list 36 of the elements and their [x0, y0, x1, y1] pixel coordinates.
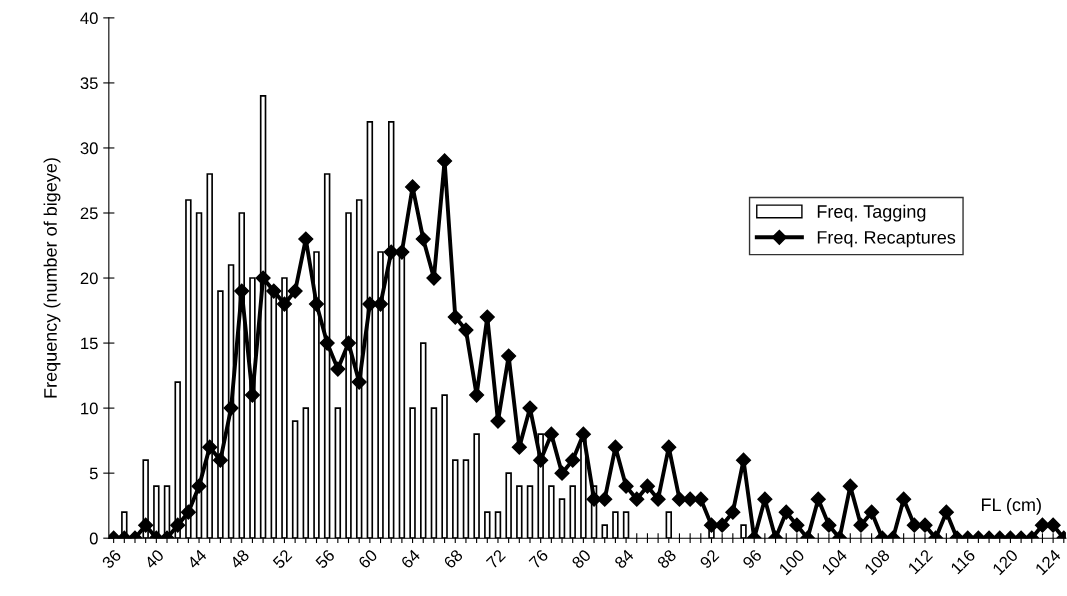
- x-tick-label: 80: [571, 548, 592, 570]
- x-tick-label: 48: [229, 548, 250, 570]
- y-tick-label: 35: [80, 77, 98, 90]
- x-tick-label: 60: [357, 548, 379, 570]
- x-tick-label: 108: [863, 548, 891, 576]
- x-tick-label: 112: [907, 548, 933, 575]
- x-tick-label: 76: [528, 548, 549, 570]
- x-tick-label: 52: [272, 548, 293, 570]
- x-tick-label: 40: [143, 548, 165, 570]
- y-tick-label: 0: [89, 532, 98, 545]
- x-tick-label: 44: [186, 548, 208, 570]
- x-tick-label: 92: [699, 548, 720, 570]
- y-tick-label: 5: [89, 467, 98, 480]
- x-tick-label: 124: [1034, 548, 1062, 576]
- y-tick-label: 10: [81, 402, 98, 415]
- x-tick-label: 120: [991, 548, 1019, 576]
- y-tick-label: 20: [80, 272, 98, 285]
- x-tick-label: 116: [950, 548, 976, 575]
- x-tick-label: 56: [314, 548, 336, 570]
- legend-label: Freq. Recaptures: [817, 231, 956, 248]
- x-tick-label: 68: [443, 548, 464, 570]
- x-tick-label: 84: [613, 548, 635, 570]
- y-tick-label: 40: [80, 12, 98, 25]
- x-tick-label: 88: [656, 548, 677, 570]
- y-tick-label: 15: [81, 337, 98, 350]
- legend-label: Freq. Tagging: [817, 204, 926, 222]
- x-tick-label: 72: [485, 548, 506, 569]
- y-axis-title: Frequency (number of bigeye): [43, 158, 61, 398]
- x-tick-label: 100: [778, 548, 806, 576]
- y-tick-label: 30: [80, 142, 98, 155]
- x-tick-label: 104: [821, 548, 848, 576]
- x-axis-title: FL (cm): [981, 497, 1041, 515]
- x-tick-label: 96: [741, 548, 763, 570]
- x-tick-label: 36: [101, 548, 122, 570]
- x-tick-label: 64: [400, 548, 421, 570]
- y-tick-label: 25: [80, 207, 98, 220]
